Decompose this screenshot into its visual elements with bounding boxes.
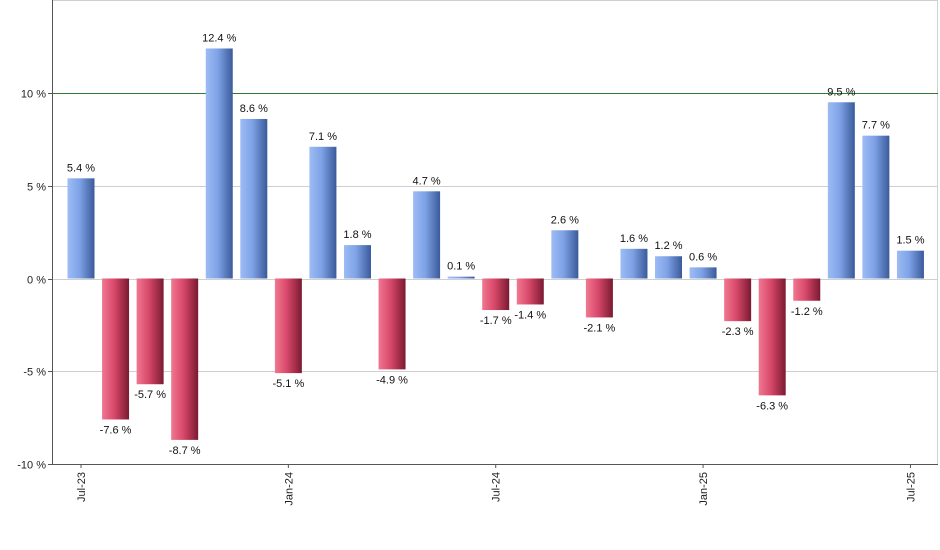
- bar-nov-24: [620, 248, 648, 279]
- bar-mar-25: [758, 278, 786, 396]
- bar-may-24: [413, 191, 441, 279]
- data-label: 1.6 %: [620, 233, 648, 245]
- data-label: -2.1 %: [584, 322, 616, 334]
- bar-jan-25: [689, 267, 717, 279]
- x-tick-label: Jul-24: [491, 472, 503, 502]
- bar-jul-23: [67, 178, 95, 279]
- bar-oct-24: [585, 278, 613, 318]
- data-label: 1.2 %: [654, 240, 682, 252]
- bar-may-25: [827, 102, 855, 279]
- data-label: 1.5 %: [896, 235, 924, 247]
- data-label: 1.8 %: [343, 229, 371, 241]
- bar-dec-24: [655, 256, 683, 279]
- y-tick-label: 0 %: [27, 275, 46, 287]
- bar-nov-23: [205, 48, 233, 279]
- bar-apr-24: [378, 278, 406, 370]
- bar-feb-25: [724, 278, 752, 322]
- x-tick-label: Jan-24: [283, 472, 295, 506]
- data-label: 0.6 %: [689, 251, 717, 263]
- data-label: -7.6 %: [100, 424, 132, 436]
- data-label: -1.4 %: [514, 309, 546, 321]
- axis-layer: -10 % -5 % 0 % 5 % 10 % Jul-23 Jan-24 Jul-24 Jan…: [17, 0, 938, 506]
- data-label: 9.5 %: [827, 86, 855, 98]
- x-tick-label: Jan-25: [698, 472, 710, 506]
- data-label: -5.1 %: [272, 378, 304, 390]
- data-label: 2.6 %: [551, 214, 579, 226]
- bar-aug-23: [102, 278, 130, 420]
- bar-sep-24: [551, 230, 579, 279]
- data-label: 4.7 %: [413, 175, 441, 187]
- data-label: -4.9 %: [376, 374, 408, 386]
- data-label: -6.3 %: [756, 400, 788, 412]
- bar-jun-25: [862, 135, 890, 279]
- data-label: -5.7 %: [134, 389, 166, 401]
- y-tick-label: -5 %: [23, 367, 46, 379]
- data-label: 7.7 %: [862, 120, 890, 132]
- bar-aug-24: [516, 278, 544, 305]
- y-tick-label: -10 %: [17, 460, 46, 472]
- bar-layer: [67, 48, 924, 440]
- y-tick-label: 5 %: [27, 182, 46, 194]
- data-label: 7.1 %: [309, 131, 337, 143]
- bar-feb-24: [309, 146, 337, 279]
- x-tick-label: Jul-25: [905, 472, 917, 502]
- bar-dec-23: [240, 118, 268, 279]
- data-label: 0.1 %: [447, 261, 475, 273]
- bar-mar-24: [343, 245, 371, 279]
- y-tick-label: 10 %: [21, 89, 46, 101]
- bar-apr-25: [793, 278, 821, 301]
- bar-sep-23: [136, 278, 164, 385]
- data-label: -2.3 %: [722, 326, 754, 338]
- bar-jul-24: [482, 278, 510, 311]
- data-label: -8.7 %: [169, 445, 201, 457]
- bar-jun-24: [447, 276, 475, 279]
- bar-jul-25: [896, 250, 924, 279]
- data-label: 12.4 %: [202, 32, 236, 44]
- data-label: -1.2 %: [791, 306, 823, 318]
- data-label: 8.6 %: [240, 103, 268, 115]
- data-label: -1.7 %: [480, 315, 512, 327]
- label-layer: 5.4 % -7.6 % -5.7 % -8.7 % 12.4 % 8.6 % -5.1 %…: [67, 32, 925, 456]
- data-label: 5.4 %: [67, 162, 95, 174]
- bar-jan-24: [274, 278, 302, 374]
- bar-oct-23: [171, 278, 199, 440]
- x-tick-label: Jul-23: [76, 472, 88, 502]
